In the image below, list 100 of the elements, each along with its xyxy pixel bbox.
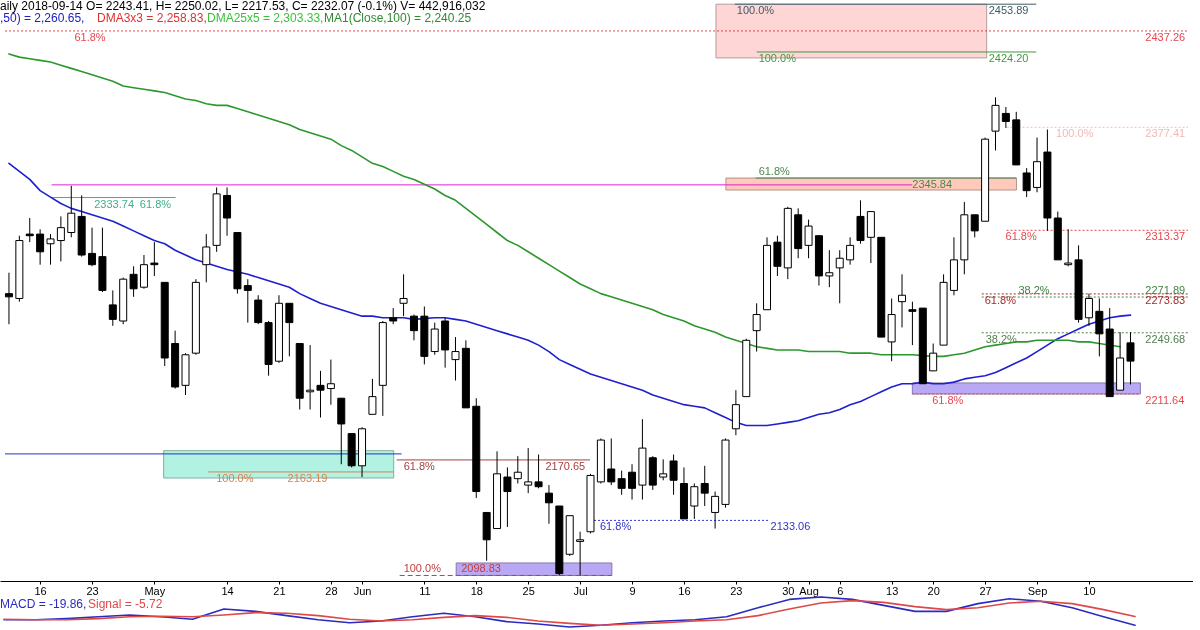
ref-line-label: 2345.84	[912, 178, 953, 191]
candlestick	[36, 228, 45, 266]
candlestick	[534, 454, 543, 489]
candlestick	[25, 217, 34, 243]
x-tick-label: 20	[927, 584, 940, 597]
annotation: 100.0%	[403, 562, 442, 575]
candlestick	[804, 219, 813, 259]
x-tick-label: 28	[325, 584, 338, 597]
annotation: 61.8%	[403, 459, 436, 472]
candlestick	[202, 233, 211, 283]
x-tick-label: 13	[886, 584, 899, 597]
annotation: 61.8%	[1005, 230, 1037, 243]
x-tick-label: May	[144, 584, 166, 597]
candlestick	[669, 454, 678, 496]
candlestick	[46, 233, 55, 266]
candlestick	[88, 227, 97, 267]
x-tick-label: 21	[273, 584, 286, 597]
annotation: DMA3x3 = 2,258.83,	[97, 11, 207, 25]
annotation: Signal = -5.72	[88, 597, 163, 611]
candlestick	[1001, 106, 1010, 129]
candlestick	[752, 302, 761, 353]
candlestick	[326, 359, 335, 406]
ref-line-label: 2098.83	[461, 562, 501, 575]
ref-line-label: 2170.65	[545, 459, 586, 472]
candlestick	[108, 289, 117, 327]
candlestick	[503, 466, 512, 528]
candlestick	[368, 378, 377, 415]
x-tick-label: Jun	[353, 584, 372, 597]
candlestick	[409, 314, 418, 341]
candlestick	[908, 301, 917, 346]
x-tick-label: Sep	[1027, 584, 1048, 597]
x-tick-label: 25	[522, 584, 535, 597]
candlestick	[243, 278, 252, 324]
x-tick-label: 18	[470, 584, 483, 597]
candlestick	[430, 322, 439, 356]
candlestick	[607, 437, 616, 486]
annotation: 61.8%	[74, 30, 106, 43]
annotation: 100.0%	[758, 51, 797, 64]
ref-line-label: 2424.20	[988, 51, 1029, 64]
candlestick	[451, 336, 460, 382]
annotation: 61.8%	[599, 520, 632, 533]
annotation: 38.2%	[1018, 284, 1050, 297]
ref-line-label: 2249.68	[1145, 332, 1186, 345]
candlestick	[628, 463, 637, 501]
candlestick	[970, 214, 979, 238]
ref-line-label: 2453.89	[988, 4, 1029, 17]
candlestick	[67, 185, 76, 238]
ref-line-label: 2163.19	[287, 471, 328, 484]
candlestick	[150, 241, 159, 277]
candlestick	[898, 273, 907, 328]
candlestick	[1064, 228, 1073, 267]
x-tick-label: Jul	[573, 584, 588, 597]
candlestick	[1022, 167, 1031, 198]
candlestick	[254, 294, 263, 325]
x-tick-label: 6	[837, 584, 844, 597]
annotation: 61.8%	[984, 293, 1017, 306]
candlestick	[846, 236, 855, 266]
annotation: MA1(Close,100) = 2,240.25	[324, 11, 472, 25]
candlestick	[4, 272, 13, 325]
x-tick-label: 23	[86, 584, 99, 597]
x-tick-label: 14	[221, 584, 234, 597]
candlestick	[513, 455, 522, 484]
candlestick	[690, 483, 699, 520]
annotation: 100.0%	[736, 4, 775, 17]
candlestick	[659, 458, 668, 481]
candlestick	[711, 491, 720, 530]
candlestick	[929, 343, 938, 372]
annotation: 61.8%	[139, 197, 172, 210]
candlestick	[223, 186, 232, 237]
candlestick	[285, 302, 294, 357]
annotation: DMA25x5 = 2,303.33,	[207, 11, 324, 25]
x-tick-label: 16	[678, 584, 691, 597]
annotation: 38.2%	[985, 332, 1018, 345]
ref-line-label: 2377.41	[1145, 127, 1186, 140]
x-tick-label: 10	[1083, 584, 1096, 597]
candlestick	[835, 249, 844, 304]
x-tick-label: 30	[782, 584, 795, 597]
x-tick-label: Aug	[799, 584, 819, 597]
candlestick	[617, 470, 626, 496]
ref-line-label: 2333.74	[94, 197, 135, 210]
ref-line-label: 2313.37	[1145, 230, 1186, 243]
x-tick-label: 23	[730, 584, 743, 597]
candlestick	[129, 265, 138, 298]
candlestick	[576, 531, 585, 576]
candlestick	[544, 484, 553, 525]
candlestick	[139, 254, 148, 290]
candlestick	[700, 465, 709, 507]
candlestick	[825, 249, 834, 288]
annotation: 100.0%	[216, 471, 254, 484]
chart-title: aily 2018-09-14 O= 2243.41, H= 2250.02, L= 2217.53, C= 2232.07 (-0.1%) V= 442,916,032	[0, 0, 486, 13]
ref-line-label: 2437.26	[1145, 30, 1186, 43]
candlestick	[316, 370, 325, 419]
ref-line-label: 2133.06	[770, 520, 811, 533]
candlestick	[1095, 297, 1104, 357]
annotation: ,50) = 2,260.65,	[0, 11, 85, 25]
annotation: 61.8%	[758, 165, 791, 178]
ref-line-label: 2211.64	[1145, 393, 1185, 406]
x-tick-label: 16	[34, 584, 47, 597]
x-tick-label: 11	[419, 584, 431, 597]
annotation: 100.0%	[1056, 127, 1094, 140]
